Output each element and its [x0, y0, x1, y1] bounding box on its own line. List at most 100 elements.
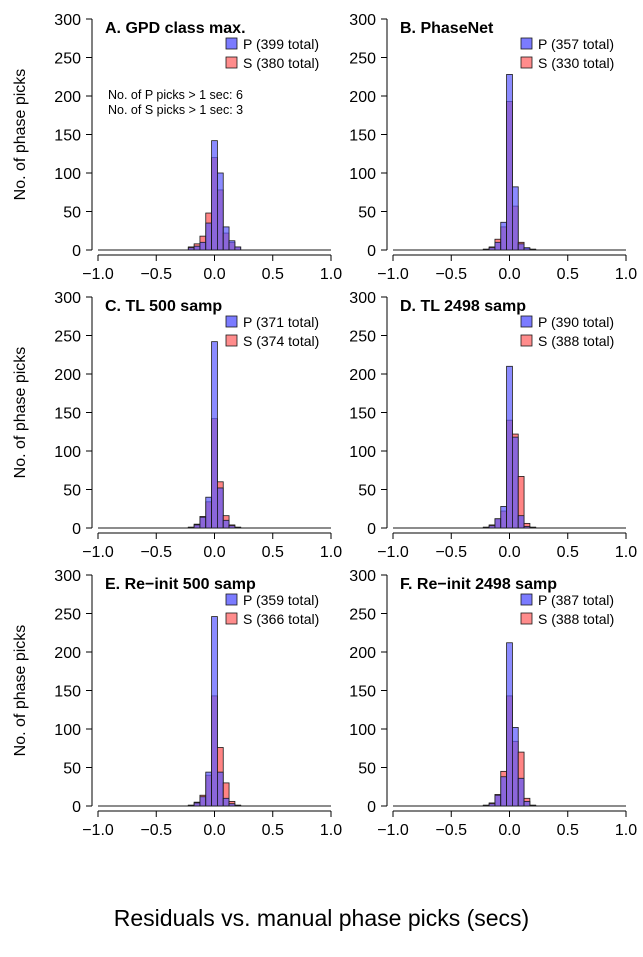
p-bar [506, 642, 513, 807]
x-tick-label: 1.0 [615, 544, 637, 561]
x-tick-label: −0.5 [435, 266, 467, 283]
p-bar [529, 804, 537, 807]
legend-label: S (380 total) [243, 55, 319, 71]
legend-swatch [520, 334, 533, 347]
y-tick-label: 150 [54, 684, 81, 701]
figure-x-axis-label: Residuals vs. manual phase picks (secs) [113, 905, 530, 931]
x-tick-label: 0.5 [262, 544, 284, 561]
legend-swatch [225, 334, 238, 347]
y-tick-label: 250 [54, 51, 81, 68]
p-bar [228, 803, 236, 807]
legend-swatch [225, 56, 238, 69]
y-tick-label: 100 [349, 444, 376, 461]
p-bar [222, 519, 230, 529]
y-tick-label: 300 [54, 12, 81, 29]
x-tick-label: −1.0 [82, 544, 114, 561]
legend-label: S (366 total) [243, 611, 319, 627]
p-bar [234, 804, 242, 807]
panel-a: 0 50 100 150 200 250 300 −1.0 −0.5 0.0 0.5 1.0 A. GP… [12, 12, 342, 283]
y-tick-label: 150 [54, 406, 81, 423]
p-bar [512, 436, 519, 529]
legend-label: P (387 total) [538, 592, 614, 608]
p-bar [228, 525, 236, 529]
y-tick-label: 100 [349, 166, 376, 183]
y-axis-label: No. of phase picks [12, 625, 29, 757]
p-bar [512, 727, 519, 807]
p-bar [217, 771, 224, 807]
x-tick-label: 1.0 [320, 544, 342, 561]
p-bar [217, 487, 224, 529]
panel-title: B. PhaseNet [400, 20, 494, 37]
y-tick-label: 50 [358, 205, 376, 222]
x-tick-label: 0.0 [498, 822, 520, 839]
p-bar [494, 241, 502, 251]
legend-swatch [225, 612, 238, 625]
x-tick-label: 1.0 [320, 266, 342, 283]
p-bar [217, 172, 224, 251]
y-tick-label: 50 [63, 483, 81, 500]
x-tick-label: 0.5 [557, 266, 579, 283]
p-bar [234, 526, 242, 529]
y-tick-label: 50 [358, 483, 376, 500]
annotation-text: No. of P picks > 1 sec: 6 [108, 88, 243, 102]
legend-label: S (388 total) [538, 333, 614, 349]
p-bar [500, 776, 507, 807]
annotation-text: No. of S picks > 1 sec: 3 [108, 103, 243, 117]
panel-title: D. TL 2498 samp [400, 298, 526, 315]
x-tick-label: 0.5 [262, 266, 284, 283]
legend-label: P (399 total) [243, 36, 319, 52]
p-bar [506, 74, 513, 251]
y-tick-label: 250 [54, 607, 81, 624]
p-bar [494, 518, 502, 529]
p-bar [211, 616, 218, 807]
p-bar [500, 221, 507, 251]
legend-swatch [520, 593, 533, 606]
x-tick-label: 1.0 [615, 822, 637, 839]
p-bar [205, 771, 212, 807]
p-bar [187, 247, 195, 251]
panel-b: 0 50 100 150 200 250 300 −1.0 −0.5 0.0 0.5 1.0 B. Ph… [349, 12, 637, 283]
legend-label: S (388 total) [538, 611, 614, 627]
legend-swatch [520, 37, 533, 50]
legend-swatch [225, 37, 238, 50]
y-tick-label: 200 [54, 645, 81, 662]
p-bar [488, 525, 496, 529]
p-bar [506, 365, 513, 529]
p-bar [193, 524, 201, 529]
p-bar [234, 246, 242, 251]
y-tick-label: 150 [349, 684, 376, 701]
y-tick-label: 150 [349, 406, 376, 423]
p-bar [222, 797, 230, 807]
y-tick-label: 0 [367, 521, 376, 538]
y-tick-label: 250 [54, 329, 81, 346]
p-bar [199, 796, 207, 807]
y-tick-label: 250 [349, 607, 376, 624]
panel-title: A. GPD class max. [105, 20, 246, 37]
legend-swatch [225, 593, 238, 606]
p-bar [193, 802, 201, 807]
p-bar [517, 777, 525, 807]
p-bar [482, 526, 490, 529]
y-tick-label: 0 [72, 799, 81, 816]
y-tick-label: 300 [54, 568, 81, 585]
p-bar [228, 240, 236, 251]
x-tick-label: 0.5 [557, 822, 579, 839]
x-tick-label: 0.0 [498, 266, 520, 283]
y-axis-label: No. of phase picks [12, 69, 29, 201]
x-tick-label: 1.0 [320, 822, 342, 839]
y-tick-label: 100 [54, 444, 81, 461]
y-tick-label: 300 [349, 12, 376, 29]
x-tick-label: −0.5 [435, 822, 467, 839]
legend-label: P (359 total) [243, 592, 319, 608]
p-bar [529, 526, 537, 529]
legend-label: S (330 total) [538, 55, 614, 71]
legend-swatch [520, 56, 533, 69]
y-tick-label: 200 [349, 645, 376, 662]
legend-label: S (374 total) [243, 333, 319, 349]
x-tick-label: 0.5 [557, 544, 579, 561]
x-tick-label: 1.0 [615, 266, 637, 283]
y-tick-label: 200 [54, 89, 81, 106]
p-bar [529, 248, 537, 251]
p-bar [211, 341, 218, 529]
